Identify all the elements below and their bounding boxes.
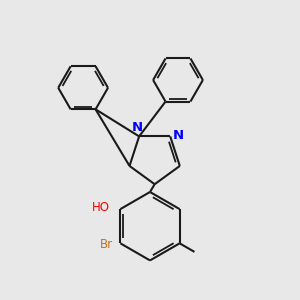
Text: N: N <box>173 129 184 142</box>
Text: N: N <box>132 121 143 134</box>
Text: HO: HO <box>92 201 110 214</box>
Text: Br: Br <box>100 238 112 251</box>
